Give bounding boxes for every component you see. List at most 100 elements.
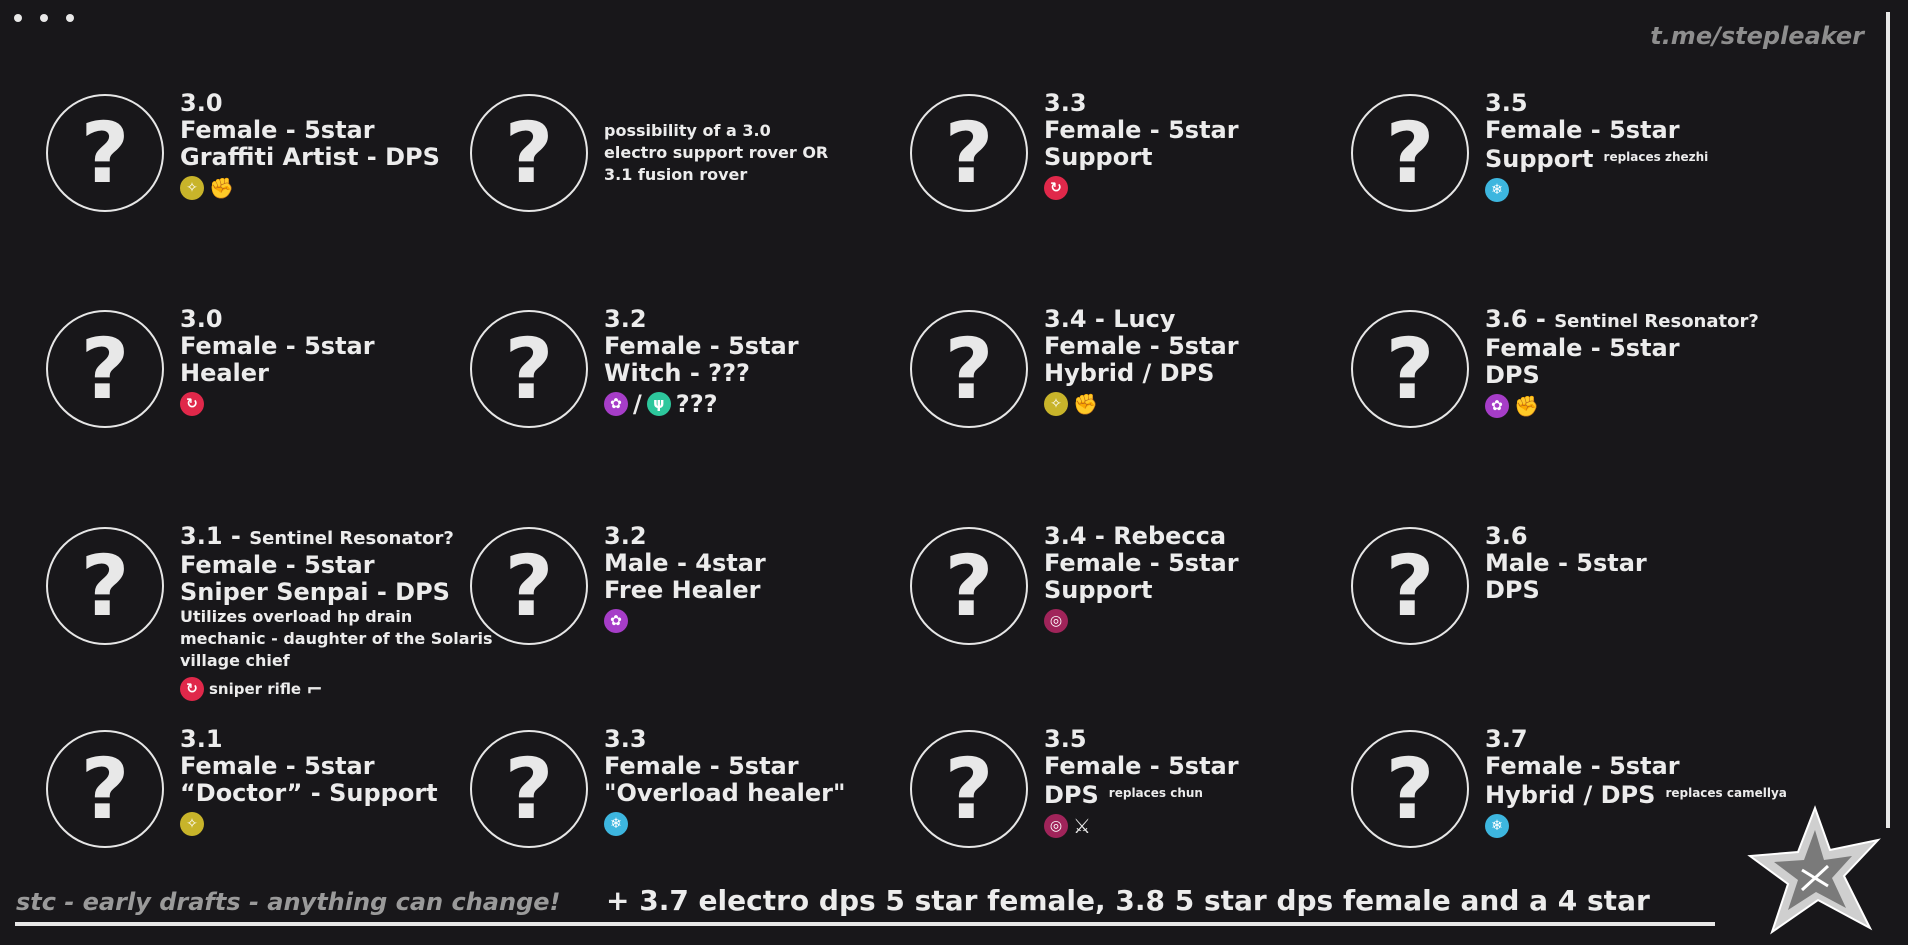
icon-row: ↻ sniper rifle ⌐ bbox=[180, 676, 492, 702]
card-text: 3.5 Female - 5star Support replaces zhezhi ❄ bbox=[1485, 90, 1708, 203]
card-text: 3.3 Female - 5star "Overload healer" ❄ bbox=[604, 726, 846, 837]
info-line: "Overload healer" bbox=[604, 780, 846, 807]
fusion-element-icon: ↻ bbox=[180, 677, 204, 701]
version-line: 3.6 bbox=[1485, 523, 1647, 550]
unknown-character-portrait: ? bbox=[46, 94, 164, 212]
unknown-character-portrait: ? bbox=[1351, 310, 1469, 428]
version-label: 3.6 bbox=[1485, 522, 1528, 550]
replacement-note: replaces chun bbox=[1108, 786, 1203, 800]
card-text: 3.6 Male - 5star DPS bbox=[1485, 523, 1647, 634]
info-line: Female - 5star bbox=[180, 552, 492, 579]
gauntlets-weapon-icon: ✊ bbox=[209, 176, 234, 200]
version-line: 3.3 bbox=[604, 726, 846, 753]
unknown-character-portrait: ? bbox=[470, 94, 588, 212]
info-line: Support bbox=[1044, 144, 1239, 171]
unknown-character-portrait: ? bbox=[1351, 730, 1469, 848]
version-suffix: Sentinel Resonator? bbox=[249, 528, 454, 549]
glacio-element-icon: ❄ bbox=[604, 812, 628, 836]
version-label: 3.0 bbox=[180, 305, 223, 333]
info-line: Female - 5star bbox=[180, 117, 440, 144]
unknown-character-portrait: ? bbox=[470, 310, 588, 428]
info-text: Female - 5star bbox=[1044, 332, 1239, 360]
info-text: Male - 5star bbox=[1485, 549, 1647, 577]
version-label: 3.0 bbox=[180, 89, 223, 117]
info-line: Female - 5star bbox=[1485, 117, 1708, 144]
card-text: 3.3 Female - 5star Support ↻ bbox=[1044, 90, 1239, 201]
divider-horizontal bbox=[15, 922, 1715, 926]
card-text: 3.1 Female - 5star “Doctor” - Support ✧ bbox=[180, 726, 438, 837]
version-label: 3.1 - bbox=[180, 522, 250, 550]
version-line: 3.6 - Sentinel Resonator? bbox=[1485, 306, 1759, 335]
window-menu-dots[interactable] bbox=[14, 14, 74, 22]
icon-row: ✧ bbox=[180, 811, 438, 837]
info-text: Support bbox=[1044, 143, 1153, 171]
info-line: Female - 5star bbox=[180, 753, 438, 780]
info-text: Female - 5star bbox=[604, 332, 799, 360]
info-line: Female - 5star bbox=[1044, 333, 1239, 360]
info-line: Male - 5star bbox=[1485, 550, 1647, 577]
dot bbox=[14, 14, 22, 22]
info-line: Support bbox=[1044, 577, 1239, 604]
info-line: Hybrid / DPS replaces camellya bbox=[1485, 780, 1787, 809]
disclaimer: stc - early drafts - anything can change… bbox=[16, 888, 561, 916]
info-text: Sniper Senpai - DPS bbox=[180, 578, 450, 606]
card-text: 3.2 Female - 5star Witch - ??? ✿ / ψ??? bbox=[604, 306, 799, 418]
info-text: Male - 4star bbox=[604, 549, 766, 577]
version-line: 3.1 - Sentinel Resonator? bbox=[180, 523, 492, 552]
version-label: 3.6 - bbox=[1485, 305, 1555, 333]
glacio-element-icon: ❄ bbox=[1485, 814, 1509, 838]
info-text: Witch - ??? bbox=[604, 359, 750, 387]
icon-text: ??? bbox=[675, 390, 718, 418]
version-label: 3.5 bbox=[1044, 725, 1087, 753]
unknown-character-portrait: ? bbox=[1351, 527, 1469, 645]
icon-text: sniper rifle bbox=[209, 680, 302, 698]
aero-element-icon: ψ bbox=[646, 392, 671, 416]
unknown-character-portrait: ? bbox=[910, 310, 1028, 428]
icon-row: ❄ bbox=[1485, 813, 1787, 839]
dot bbox=[40, 14, 48, 22]
info-text: "Overload healer" bbox=[604, 779, 846, 807]
info-text: Hybrid / DPS bbox=[1044, 359, 1215, 387]
info-line: Support replaces zhezhi bbox=[1485, 144, 1708, 173]
card-text: 3.6 - Sentinel Resonator? Female - 5star D… bbox=[1485, 306, 1759, 419]
version-label: 3.3 bbox=[1044, 89, 1087, 117]
gauntlets-weapon-icon: ✊ bbox=[1514, 394, 1539, 418]
fusion-element-icon: ↻ bbox=[180, 392, 204, 416]
info-line: Female - 5star bbox=[1044, 753, 1239, 780]
info-text: Healer bbox=[180, 359, 269, 387]
version-line: 3.5 bbox=[1044, 726, 1239, 753]
info-line: “Doctor” - Support bbox=[180, 780, 438, 807]
divider-vertical bbox=[1886, 12, 1890, 828]
info-line: DPS bbox=[1485, 362, 1759, 389]
info-line: Graffiti Artist - DPS bbox=[180, 144, 440, 171]
info-text: Female - 5star bbox=[1044, 549, 1239, 577]
version-line: 3.5 bbox=[1485, 90, 1708, 117]
info-text: Support bbox=[1485, 145, 1594, 173]
info-text: Hybrid / DPS bbox=[1485, 781, 1656, 809]
spectro-element-icon: ✧ bbox=[180, 176, 204, 200]
info-text: Free Healer bbox=[604, 576, 761, 604]
description: Utilizes overload hp drain mechanic - da… bbox=[180, 607, 493, 670]
watermark: t.me/stepleaker bbox=[1650, 22, 1864, 50]
info-text: Female - 5star bbox=[1044, 116, 1239, 144]
card-text: 3.0 Female - 5star Healer ↻ bbox=[180, 306, 375, 417]
unknown-character-portrait: ? bbox=[46, 730, 164, 848]
info-text: Female - 5star bbox=[604, 752, 799, 780]
electro-element-icon: ✿ bbox=[604, 609, 628, 633]
version-line: 3.4 - Lucy bbox=[1044, 306, 1239, 333]
icon-text: / bbox=[633, 390, 642, 418]
version-label: 3.7 bbox=[1485, 725, 1528, 753]
card-text: 3.7 Female - 5star Hybrid / DPS replaces ca… bbox=[1485, 726, 1787, 839]
info-line: Healer bbox=[180, 360, 375, 387]
version-line: 3.2 bbox=[604, 306, 799, 333]
icon-row: ✿ ✊ bbox=[1485, 393, 1759, 419]
unknown-character-portrait: ? bbox=[470, 527, 588, 645]
havoc-element-icon: ◎ bbox=[1044, 814, 1068, 838]
sword-weapon-icon: ⚔ bbox=[1073, 814, 1091, 838]
gauntlets-weapon-icon: ✊ bbox=[1073, 392, 1098, 416]
icon-row: ❄ bbox=[1485, 177, 1708, 203]
info-text: Graffiti Artist - DPS bbox=[180, 143, 440, 171]
info-line: DPS bbox=[1485, 577, 1647, 604]
footer-extra-note: + 3.7 electro dps 5 star female, 3.8 5 s… bbox=[606, 884, 1650, 917]
info-line: Female - 5star bbox=[604, 753, 846, 780]
